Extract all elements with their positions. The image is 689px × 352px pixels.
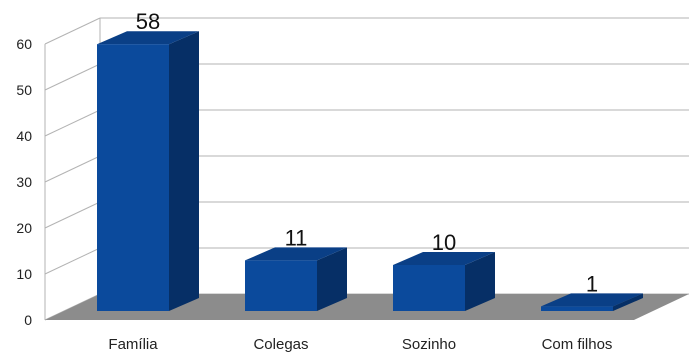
y-tick-label: 40 — [16, 128, 32, 144]
bar-top — [541, 293, 643, 307]
y-axis-ticks: 0 10 20 30 40 50 60 — [16, 36, 32, 328]
y-tick-label: 20 — [16, 220, 32, 236]
bar-top — [393, 252, 495, 265]
bar — [541, 293, 643, 311]
y-tick-label: 30 — [16, 174, 32, 190]
bar — [393, 252, 495, 311]
bar — [245, 247, 347, 311]
gridline-diagonal — [44, 109, 101, 137]
y-tick-label: 50 — [16, 82, 32, 98]
x-axis-categories: Família Colegas Sozinho Com filhos — [108, 336, 612, 352]
bar-side — [317, 247, 347, 311]
chart-floor — [45, 294, 689, 320]
gridline-diagonal — [44, 201, 101, 229]
gridline-diagonal — [44, 247, 101, 275]
x-category-label: Colegas — [253, 336, 308, 352]
x-category-label: Sozinho — [402, 336, 456, 352]
bar-front — [541, 306, 613, 311]
bars-layer — [97, 31, 643, 311]
gridline-diagonal — [44, 155, 101, 183]
bar-front — [245, 260, 317, 311]
bar-side — [465, 252, 495, 311]
bar-front — [97, 44, 169, 311]
data-label: 1 — [586, 271, 598, 296]
gridline-diagonal — [44, 17, 101, 45]
data-labels: 58 11 10 1 — [136, 9, 598, 296]
bar-top — [97, 31, 199, 45]
y-tick-label: 60 — [16, 36, 32, 52]
gridline-diagonal — [44, 63, 101, 91]
bar-top — [245, 247, 347, 261]
bar-front — [393, 265, 465, 311]
data-label: 58 — [136, 9, 160, 34]
floor-plane — [45, 294, 689, 320]
bar-side — [169, 31, 199, 311]
bar-side — [613, 293, 643, 311]
x-category-label: Com filhos — [542, 336, 613, 352]
data-label: 10 — [432, 230, 456, 255]
y-tick-label: 10 — [16, 266, 32, 282]
x-category-label: Família — [108, 336, 158, 352]
bar — [97, 31, 199, 311]
data-label: 11 — [285, 225, 308, 250]
y-tick-label: 0 — [24, 312, 32, 328]
